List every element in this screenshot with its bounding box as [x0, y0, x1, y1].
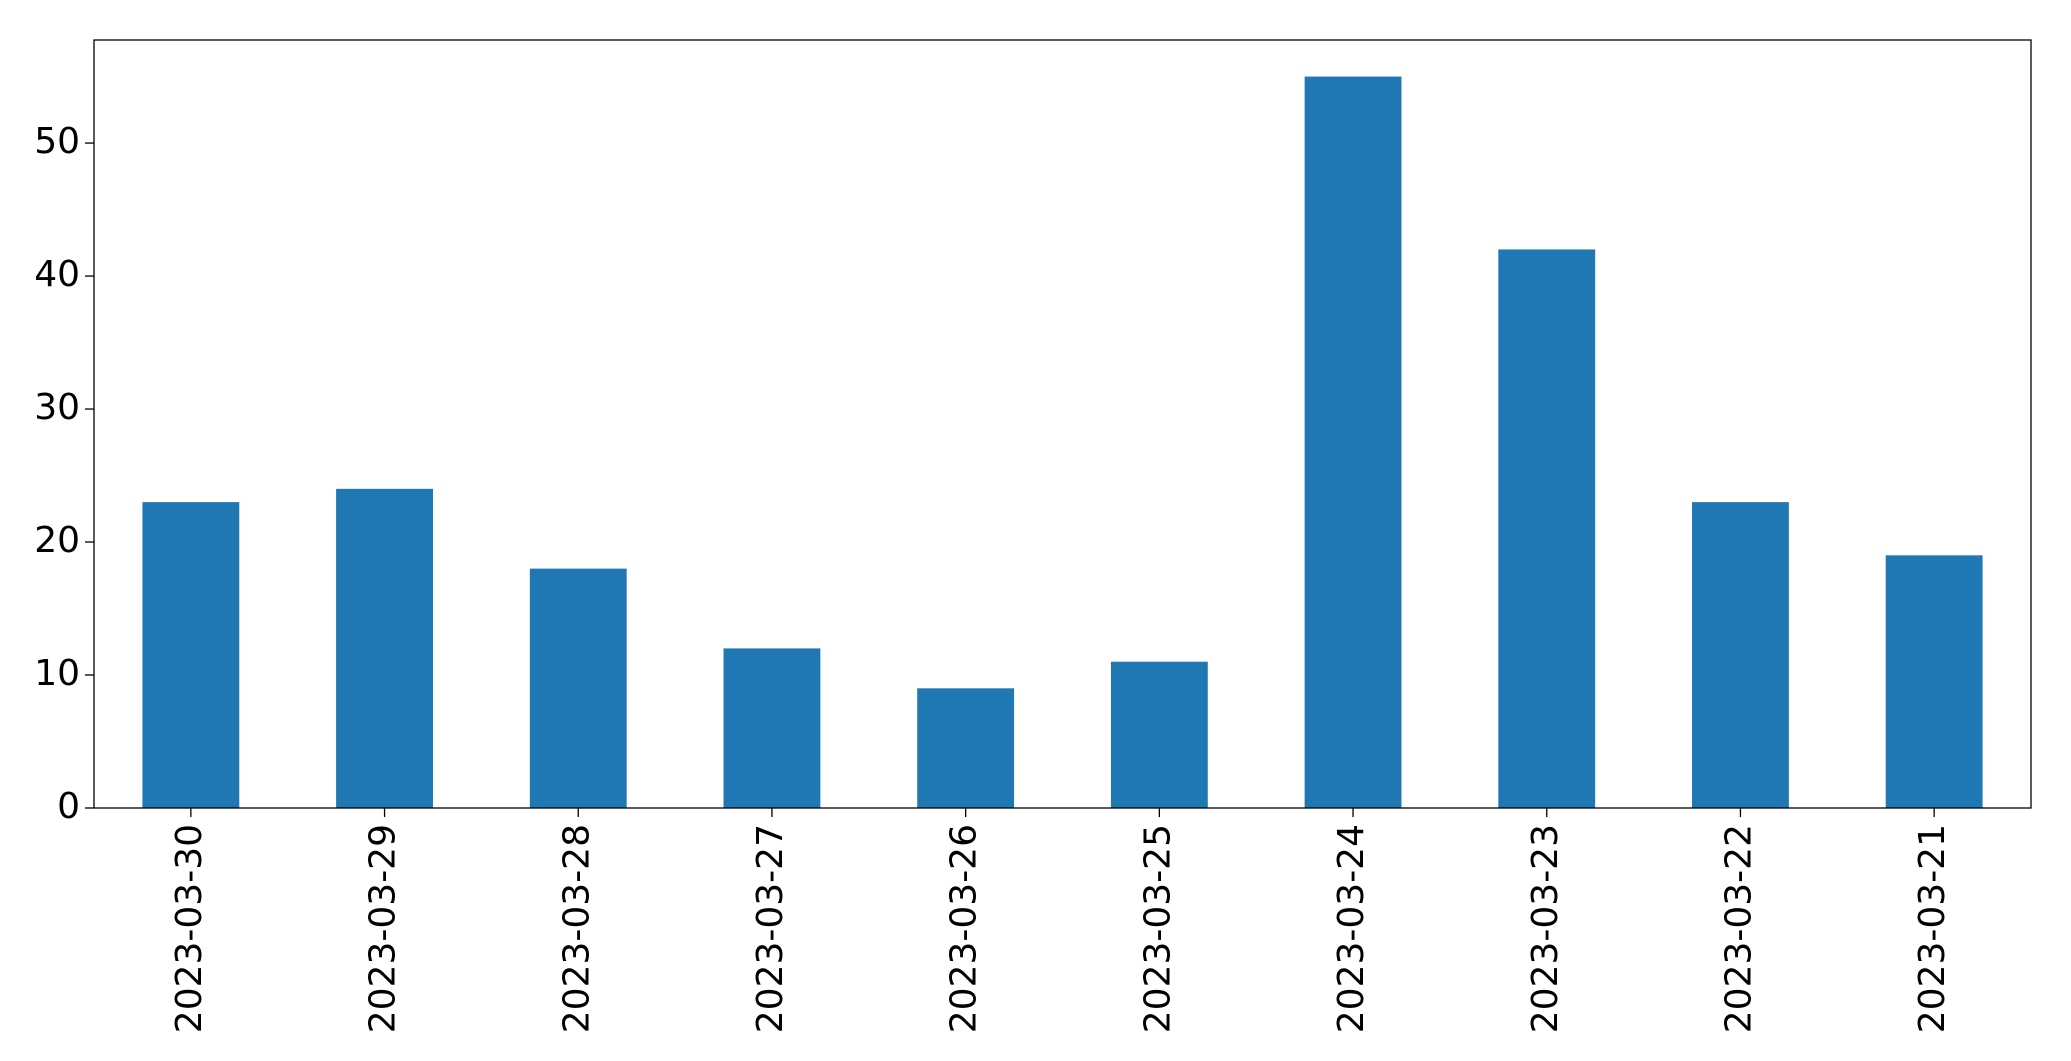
y-tick-label: 0 [57, 786, 80, 827]
plot-frame [93, 39, 2032, 809]
x-tick-label: 2023-03-23 [1525, 824, 1566, 1033]
y-tick-label: 40 [34, 254, 80, 295]
x-tick-label: 2023-03-27 [750, 824, 791, 1033]
bar [1498, 249, 1596, 809]
bar [1692, 502, 1789, 808]
x-tick-label: 2023-03-28 [556, 824, 597, 1033]
bar [723, 648, 821, 808]
bar [917, 688, 1015, 808]
x-tick-label: 2023-03-22 [1718, 824, 1759, 1033]
bar [1885, 555, 1983, 808]
bar [529, 568, 627, 808]
x-tick-label: 2023-03-25 [1137, 824, 1178, 1033]
x-tick-label: 2023-03-30 [169, 824, 210, 1033]
y-tick-label: 20 [34, 520, 80, 561]
x-tick-label: 2023-03-29 [363, 824, 404, 1033]
y-tick-label: 50 [34, 121, 80, 162]
y-tick-label: 30 [34, 387, 80, 428]
x-tick-label: 2023-03-24 [1331, 824, 1372, 1033]
y-tick-label: 10 [34, 653, 80, 694]
x-tick-label: 2023-03-21 [1912, 824, 1953, 1033]
x-tick-label: 2023-03-26 [944, 824, 985, 1033]
bar [1110, 661, 1208, 808]
bar [1304, 76, 1402, 809]
bar [142, 502, 240, 808]
bar [336, 488, 433, 808]
